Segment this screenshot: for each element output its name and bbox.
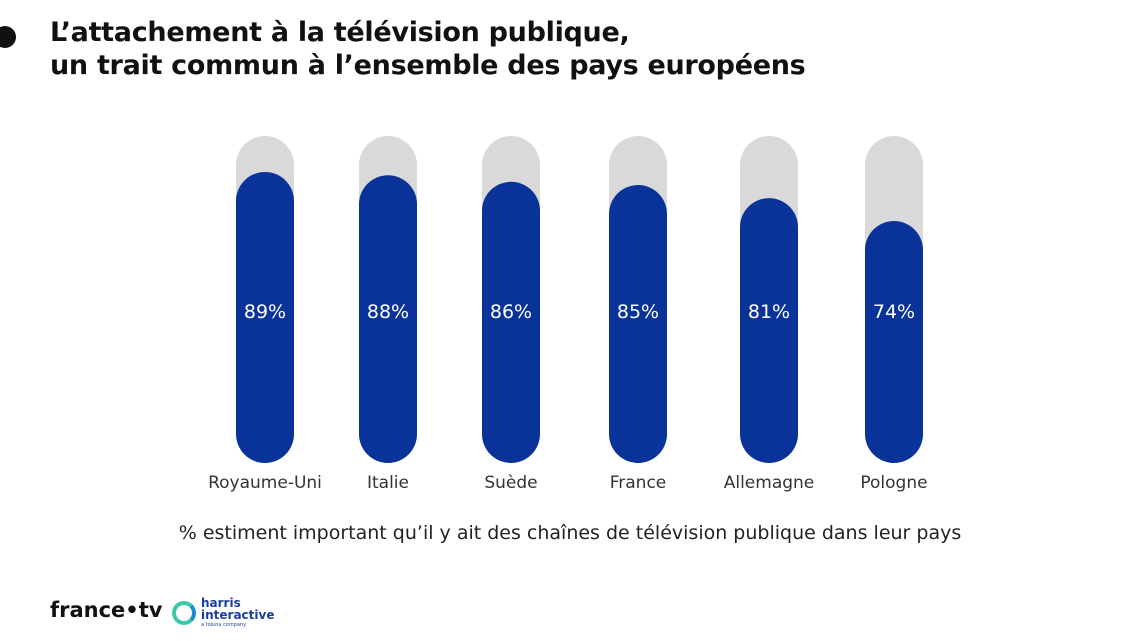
data-label: 86% (490, 301, 532, 323)
chart-caption: % estiment important qu’il y ait des cha… (178, 522, 962, 544)
harris-ring-icon (172, 601, 196, 625)
harris-sub: a toluna company (201, 622, 247, 628)
page-title: L’attachement à la télévision publique, … (50, 16, 806, 82)
bar (236, 171, 294, 463)
title-bullet (0, 26, 16, 48)
category-label: France (610, 473, 667, 493)
data-label: 89% (244, 301, 286, 323)
harris-line-2: interactive (201, 608, 275, 622)
bar (740, 198, 798, 463)
category-label: Allemagne (724, 473, 815, 493)
bar (482, 181, 540, 463)
category-label: Royaume-Uni (208, 473, 322, 493)
data-label: 88% (367, 301, 409, 323)
data-label: 85% (617, 301, 659, 323)
category-label: Suède (484, 473, 537, 493)
bar (609, 185, 667, 464)
bar (865, 221, 923, 463)
harris-line-1: harris (201, 596, 241, 610)
harris-interactive-logo: harris interactive a toluna company (172, 597, 274, 629)
category-label: Italie (367, 473, 409, 493)
title-line-1: L’attachement à la télévision publique, (50, 17, 630, 48)
data-label: 81% (748, 301, 790, 323)
data-label: 74% (873, 301, 915, 323)
title-line-2: un trait commun à l’ensemble des pays eu… (50, 50, 806, 81)
category-label: Pologne (860, 473, 927, 493)
france-tv-logo: france•tv (50, 598, 163, 622)
bar (359, 175, 417, 464)
